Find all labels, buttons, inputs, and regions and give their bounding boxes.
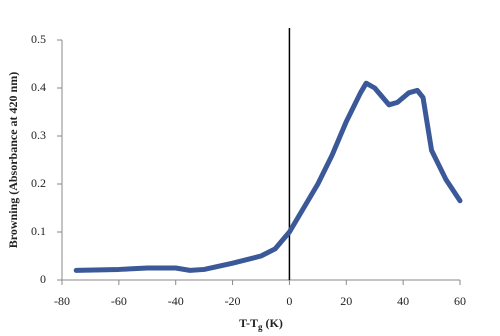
x-axis-title: T-Tg (K) <box>239 316 283 332</box>
x-tick-label: 20 <box>340 294 352 308</box>
x-tick-label: -40 <box>168 294 184 308</box>
x-tick-label: -80 <box>54 294 70 308</box>
x-tick-label: -20 <box>225 294 241 308</box>
y-tick-label: 0.5 <box>31 32 46 46</box>
x-tick-label: 40 <box>397 294 409 308</box>
y-tick-label: 0.3 <box>31 128 46 142</box>
x-tick-label: -60 <box>111 294 127 308</box>
x-title-main: T-T <box>239 316 258 330</box>
x-title-sub: g <box>258 322 263 332</box>
x-tick-label: 60 <box>454 294 466 308</box>
y-tick-label: 0.2 <box>31 176 46 190</box>
y-tick-label: 0.4 <box>31 80 46 94</box>
y-tick-label: 0 <box>40 272 46 286</box>
y-tick-label: 0.1 <box>31 224 46 238</box>
x-tick-label: 0 <box>286 294 292 308</box>
y-axis-title: Browning (Absorbance at 420 nm) <box>6 72 20 248</box>
x-title-unit: (K) <box>266 316 283 330</box>
data-line <box>73 80 463 273</box>
